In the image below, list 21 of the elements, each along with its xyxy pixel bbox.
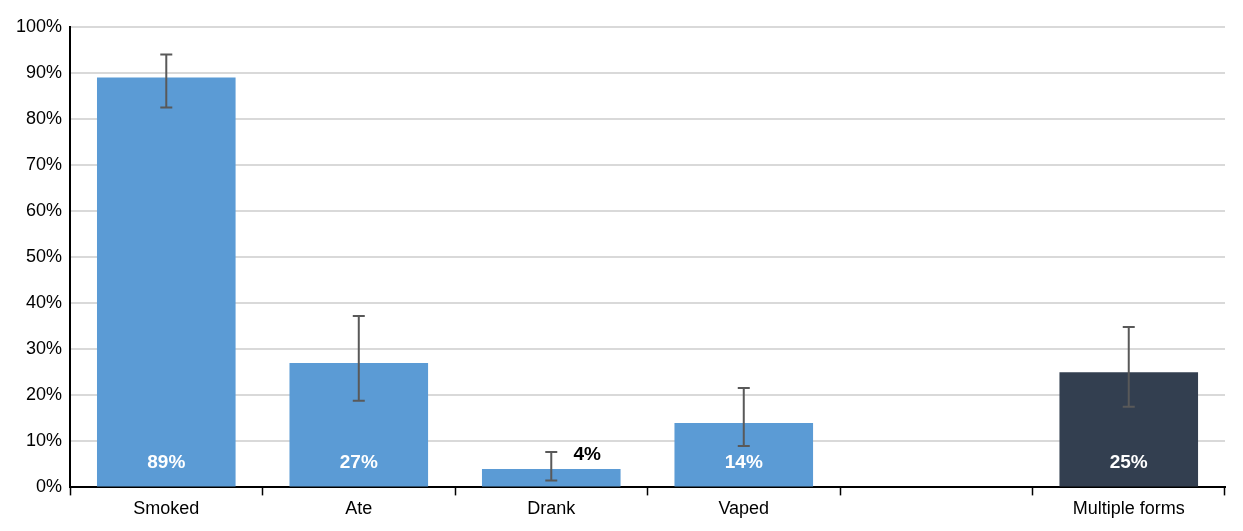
data-label: 4% xyxy=(573,443,602,465)
x-tick-label: Vaped xyxy=(718,498,770,519)
y-tick-label: 80% xyxy=(26,107,63,128)
y-tick-label: 40% xyxy=(26,292,63,313)
y-tick-label: 90% xyxy=(26,61,63,82)
data-label: 27% xyxy=(339,450,378,472)
x-tick-label: Smoked xyxy=(133,498,200,519)
y-tick-label: 100% xyxy=(15,15,63,36)
x-tick-label: Multiple forms xyxy=(1072,498,1185,519)
data-label: 89% xyxy=(147,450,186,472)
y-tick-label: 10% xyxy=(26,430,63,451)
y-tick-label: 20% xyxy=(26,384,63,405)
y-tick-label: 70% xyxy=(26,153,63,174)
x-tick-label: Ate xyxy=(345,498,373,519)
y-tick-label: 50% xyxy=(26,246,63,267)
data-label: 14% xyxy=(724,450,763,472)
y-tick-label: 60% xyxy=(26,200,63,221)
y-tick-label: 30% xyxy=(26,338,63,359)
y-tick-label: 0% xyxy=(36,476,63,497)
data-label: 25% xyxy=(1109,450,1148,472)
x-tick-label: Drank xyxy=(527,498,577,519)
